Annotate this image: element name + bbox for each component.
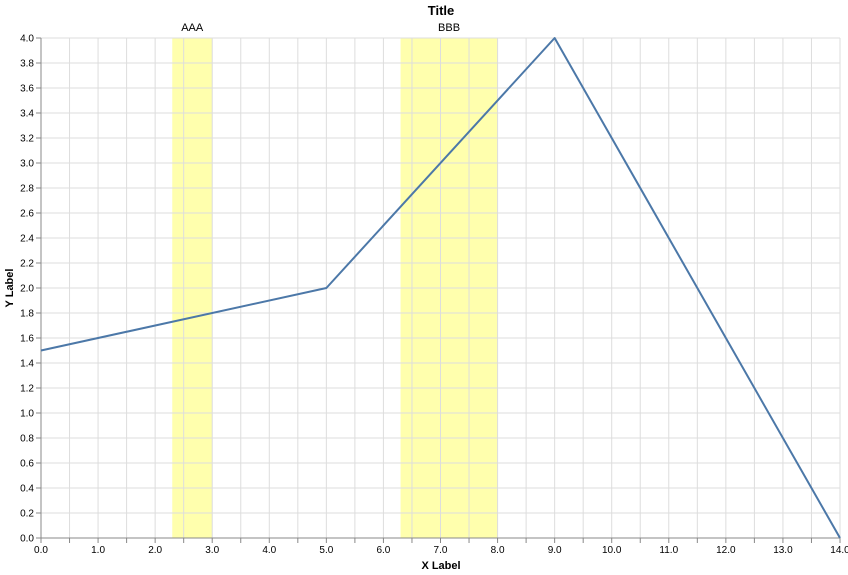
- axes: 0.0 1.0 2.0 3.0 4.0 5.0 6.0 7.0 8.0 9.0 10.0 11.0 12…: [20, 34, 848, 557]
- y-tick-label: 1.0: [20, 409, 34, 420]
- y-tick-label: 1.8: [20, 309, 34, 320]
- y-tick-label: 0.4: [20, 484, 34, 495]
- x-tick-label: 9.0: [548, 545, 562, 556]
- y-tick-label: 1.2: [20, 384, 34, 395]
- y-tick-label: 2.4: [20, 234, 34, 245]
- y-tick-label: 0.6: [20, 459, 34, 470]
- grid-lines: [40, 37, 841, 539]
- x-tick-label: 1.0: [91, 545, 105, 556]
- y-tick-label: 2.2: [20, 259, 34, 270]
- x-tick-label: 13.0: [773, 545, 793, 556]
- series-line-0: [40, 37, 841, 539]
- series-lines: [40, 37, 841, 539]
- y-tick-label: 1.4: [20, 359, 34, 370]
- y-tick-label: 0.0: [20, 534, 34, 545]
- band-label-1: BBB: [438, 22, 460, 34]
- y-tick-label: 1.6: [20, 334, 34, 345]
- x-tick-label: 11.0: [659, 545, 678, 556]
- y-tick-label: 0.2: [20, 509, 34, 520]
- x-tick-label: 2.0: [148, 545, 162, 556]
- x-axis-title: X Label: [421, 560, 460, 572]
- x-tick-label: 14.0: [830, 545, 848, 556]
- y-tick-label: 3.8: [20, 59, 34, 70]
- y-tick-label: 2.6: [20, 209, 34, 220]
- y-tick-label: 2.0: [20, 284, 34, 295]
- y-axis-title: Y Label: [4, 269, 16, 308]
- x-tick-label: 0.0: [34, 545, 48, 556]
- band-label-0: AAA: [181, 22, 204, 34]
- y-tick-label: 0.8: [20, 434, 34, 445]
- y-tick-label: 3.0: [20, 159, 34, 170]
- y-tick-label: 3.2: [20, 134, 34, 145]
- y-tick-label: 3.4: [20, 109, 34, 120]
- y-tick-label: 2.8: [20, 184, 34, 195]
- x-tick-label: 10.0: [602, 545, 622, 556]
- y-tick-label: 4.0: [20, 34, 34, 45]
- x-tick-label: 12.0: [716, 545, 736, 556]
- x-tick-label: 6.0: [376, 545, 390, 556]
- x-tick-label: 3.0: [205, 545, 219, 556]
- y-tick-label: 3.6: [20, 84, 34, 95]
- chart-title: Title: [428, 3, 455, 18]
- x-tick-label: 4.0: [262, 545, 276, 556]
- x-tick-label: 8.0: [491, 545, 505, 556]
- x-tick-label: 5.0: [319, 545, 333, 556]
- x-tick-label: 7.0: [434, 545, 448, 556]
